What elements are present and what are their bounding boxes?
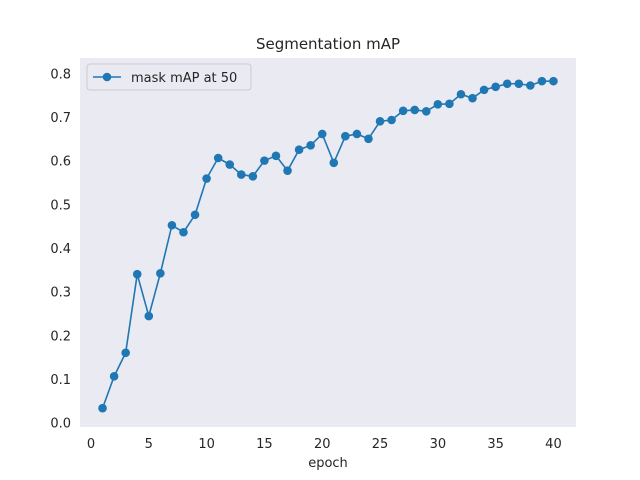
x-axis: 0 5 10 15 20 25 30 35 40: [87, 437, 562, 452]
data-point: [329, 158, 339, 168]
chart-title: Segmentation mAP: [256, 35, 400, 53]
data-point: [271, 151, 281, 161]
x-tick-label: 35: [487, 437, 504, 452]
legend-box: [86, 63, 252, 91]
data-point: [306, 141, 315, 150]
y-tick-label: 0.4: [50, 242, 71, 257]
data-point: [202, 174, 211, 183]
y-tick-label: 0.6: [50, 155, 71, 170]
data-point: [468, 93, 477, 103]
x-tick-label: 5: [145, 437, 153, 452]
y-axis: 0.0 0.1 0.2 0.3 0.4 0.5 0.6 0.7 0.8: [50, 67, 71, 431]
y-tick-label: 0.2: [50, 329, 71, 344]
data-point: [156, 268, 165, 278]
data-point: [398, 106, 408, 116]
y-tick-label: 0.0: [50, 417, 71, 432]
data-point: [190, 210, 200, 220]
data-point: [433, 99, 443, 109]
data-point: [283, 166, 292, 175]
series-line: [101, 80, 554, 409]
data-point: [526, 81, 535, 90]
data-point: [352, 129, 362, 139]
plot-area: [80, 58, 576, 427]
data-point: [341, 131, 350, 141]
data-point: [144, 311, 154, 321]
data-point: [132, 269, 142, 279]
x-tick-label: 25: [372, 437, 389, 452]
x-tick-label: 15: [256, 437, 273, 452]
data-point: [98, 403, 107, 413]
data-point: [410, 105, 420, 115]
data-point: [491, 82, 500, 92]
data-point: [260, 156, 269, 165]
x-axis-label: epoch: [308, 456, 348, 471]
data-point: [537, 76, 547, 86]
data-point: [421, 106, 431, 116]
data-point: [445, 99, 454, 109]
data-point: [213, 153, 223, 163]
data-point: [236, 170, 246, 179]
data-point: [121, 348, 130, 358]
data-point: [479, 85, 489, 95]
data-point: [549, 76, 558, 86]
data-point: [179, 227, 188, 237]
data-point: [225, 160, 235, 169]
data-point: [317, 129, 327, 139]
data-point: [294, 145, 304, 155]
data-point: [167, 220, 177, 230]
data-point: [248, 172, 258, 181]
y-tick-label: 0.5: [50, 198, 71, 213]
data-point: [375, 117, 385, 126]
y-tick-label: 0.3: [50, 286, 71, 301]
x-tick-label: 30: [430, 437, 447, 452]
y-tick-label: 0.1: [50, 373, 71, 388]
legend-marker: [102, 72, 112, 82]
data-point: [502, 79, 512, 89]
y-tick-label: 0.7: [50, 111, 71, 126]
data-point: [364, 134, 373, 144]
legend: mask mAP at 50: [86, 63, 252, 91]
x-tick-label: 20: [314, 437, 331, 452]
data-point: [456, 89, 466, 99]
data-point: [514, 79, 524, 89]
series-points: [98, 76, 558, 413]
y-tick-label: 0.8: [50, 67, 71, 82]
x-tick-label: 40: [545, 437, 562, 452]
x-tick-label: 10: [198, 437, 215, 452]
x-tick-label: 0: [87, 437, 95, 452]
legend-label: mask mAP at 50: [131, 71, 237, 86]
data-point: [109, 372, 119, 381]
data-point: [387, 115, 396, 125]
